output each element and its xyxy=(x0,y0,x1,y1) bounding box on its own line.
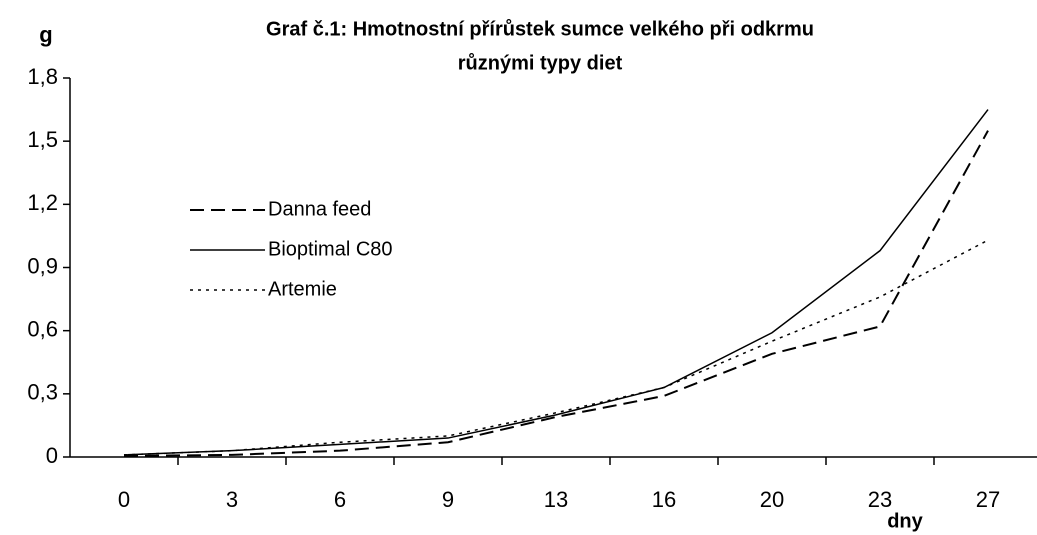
chart-title: různými typy diet xyxy=(458,52,623,74)
legend-label: Artemie xyxy=(268,278,337,300)
y-tick-label: 1,5 xyxy=(27,127,58,152)
y-tick-label: 0,9 xyxy=(27,253,58,278)
legend-label: Bioptimal C80 xyxy=(268,238,393,260)
x-axis-label: dny xyxy=(887,510,923,532)
y-tick-label: 1,8 xyxy=(27,64,58,89)
data-line xyxy=(123,130,989,457)
chart-title: Graf č.1: Hmotnostní přírůstek sumce vel… xyxy=(266,18,814,40)
y-axis-label: g xyxy=(39,22,52,47)
x-tick-label: 6 xyxy=(334,487,346,512)
legend-label: Danna feed xyxy=(268,198,371,220)
x-tick-label: 9 xyxy=(442,487,454,512)
y-tick-label: 0 xyxy=(46,443,58,468)
y-tick-label: 1,2 xyxy=(27,190,58,215)
x-tick-label: 23 xyxy=(868,487,892,512)
y-tick-label: 0,6 xyxy=(27,316,58,341)
x-tick-label: 20 xyxy=(760,487,784,512)
x-tick-label: 16 xyxy=(652,487,676,512)
x-tick-label: 0 xyxy=(118,487,130,512)
data-line xyxy=(123,109,989,456)
x-tick-label: 3 xyxy=(226,487,238,512)
x-tick-label: 27 xyxy=(976,487,1000,512)
data-line xyxy=(123,239,989,456)
x-tick-label: 13 xyxy=(544,487,568,512)
y-tick-label: 0,3 xyxy=(27,380,58,405)
